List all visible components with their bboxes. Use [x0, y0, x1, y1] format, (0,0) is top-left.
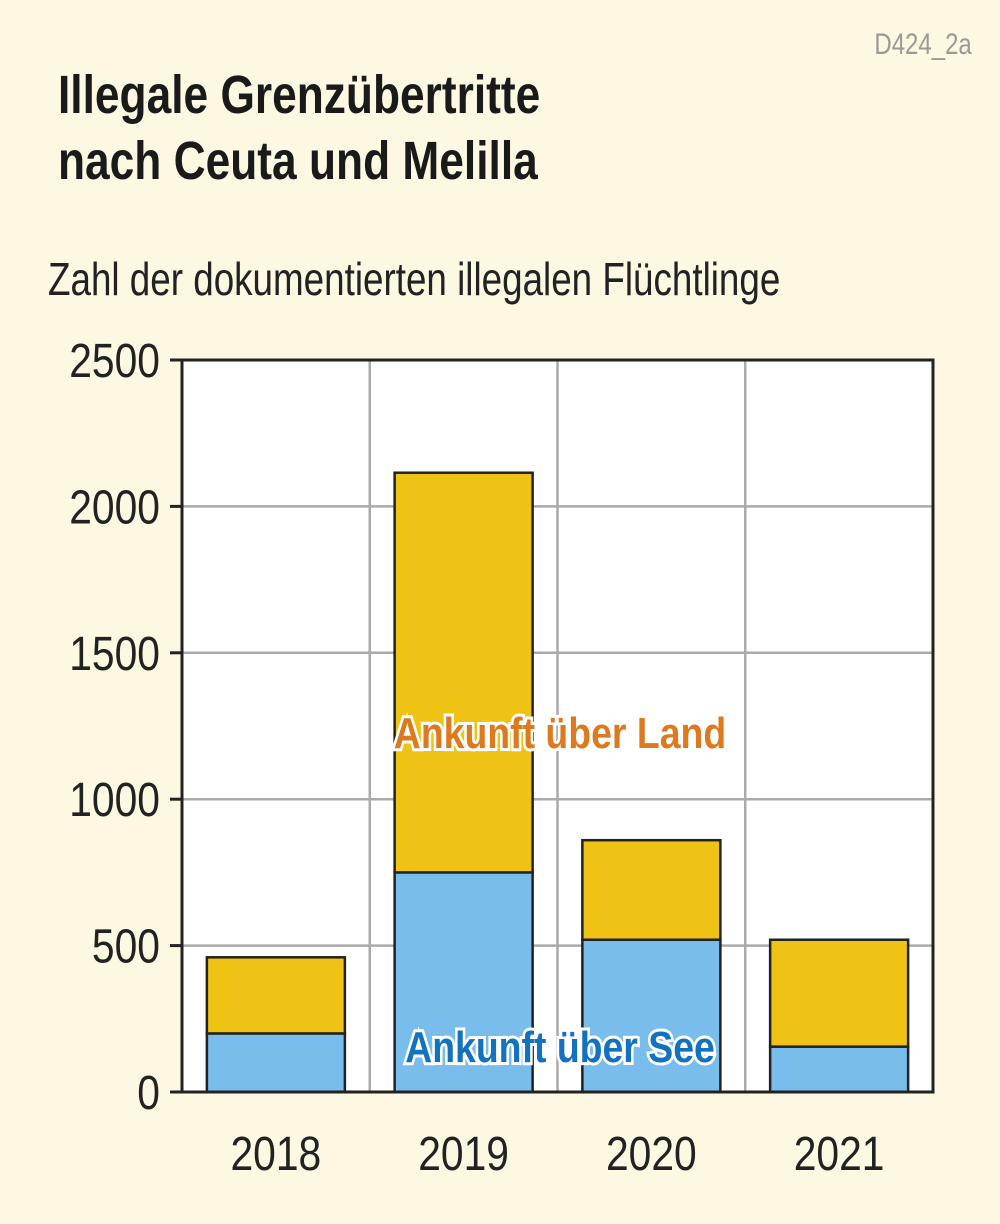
series-label-see: Ankunft über See — [405, 1022, 715, 1072]
x-tick-label: 2020 — [606, 1128, 697, 1181]
plot-frame — [180, 358, 935, 1094]
bar-segment-see — [393, 871, 534, 1094]
bar-segment-land — [768, 938, 910, 1048]
x-tick-label: 2018 — [231, 1128, 322, 1181]
bar-segment-see — [768, 1045, 910, 1094]
y-tick-label: 2500 — [69, 335, 160, 388]
figure-code: D424_2a — [874, 28, 972, 61]
y-tick-label: 2000 — [69, 481, 160, 534]
chart-subtitle: Zahl der dokumentierten illegalen Flücht… — [48, 253, 781, 305]
bar-segment-see — [205, 1032, 347, 1094]
y-tick-label: 500 — [92, 921, 160, 974]
title-line-2: nach Ceuta und Melilla — [58, 131, 538, 191]
y-tick-label: 1000 — [69, 774, 160, 827]
x-tick-label: 2021 — [794, 1128, 885, 1181]
title-line-1: Illegale Grenzübertritte — [58, 65, 541, 125]
bar-segment-land — [205, 956, 347, 1035]
y-tick-label: 1500 — [69, 628, 160, 681]
chart-title: Illegale Grenzübertritte nach Ceuta und … — [58, 62, 540, 194]
bar-segment-land — [393, 471, 534, 874]
y-tick-label: 0 — [137, 1067, 160, 1120]
series-label-land: Ankunft über Land — [394, 708, 726, 758]
x-tick-label: 2019 — [418, 1128, 509, 1181]
bar-segment-land — [581, 838, 722, 941]
